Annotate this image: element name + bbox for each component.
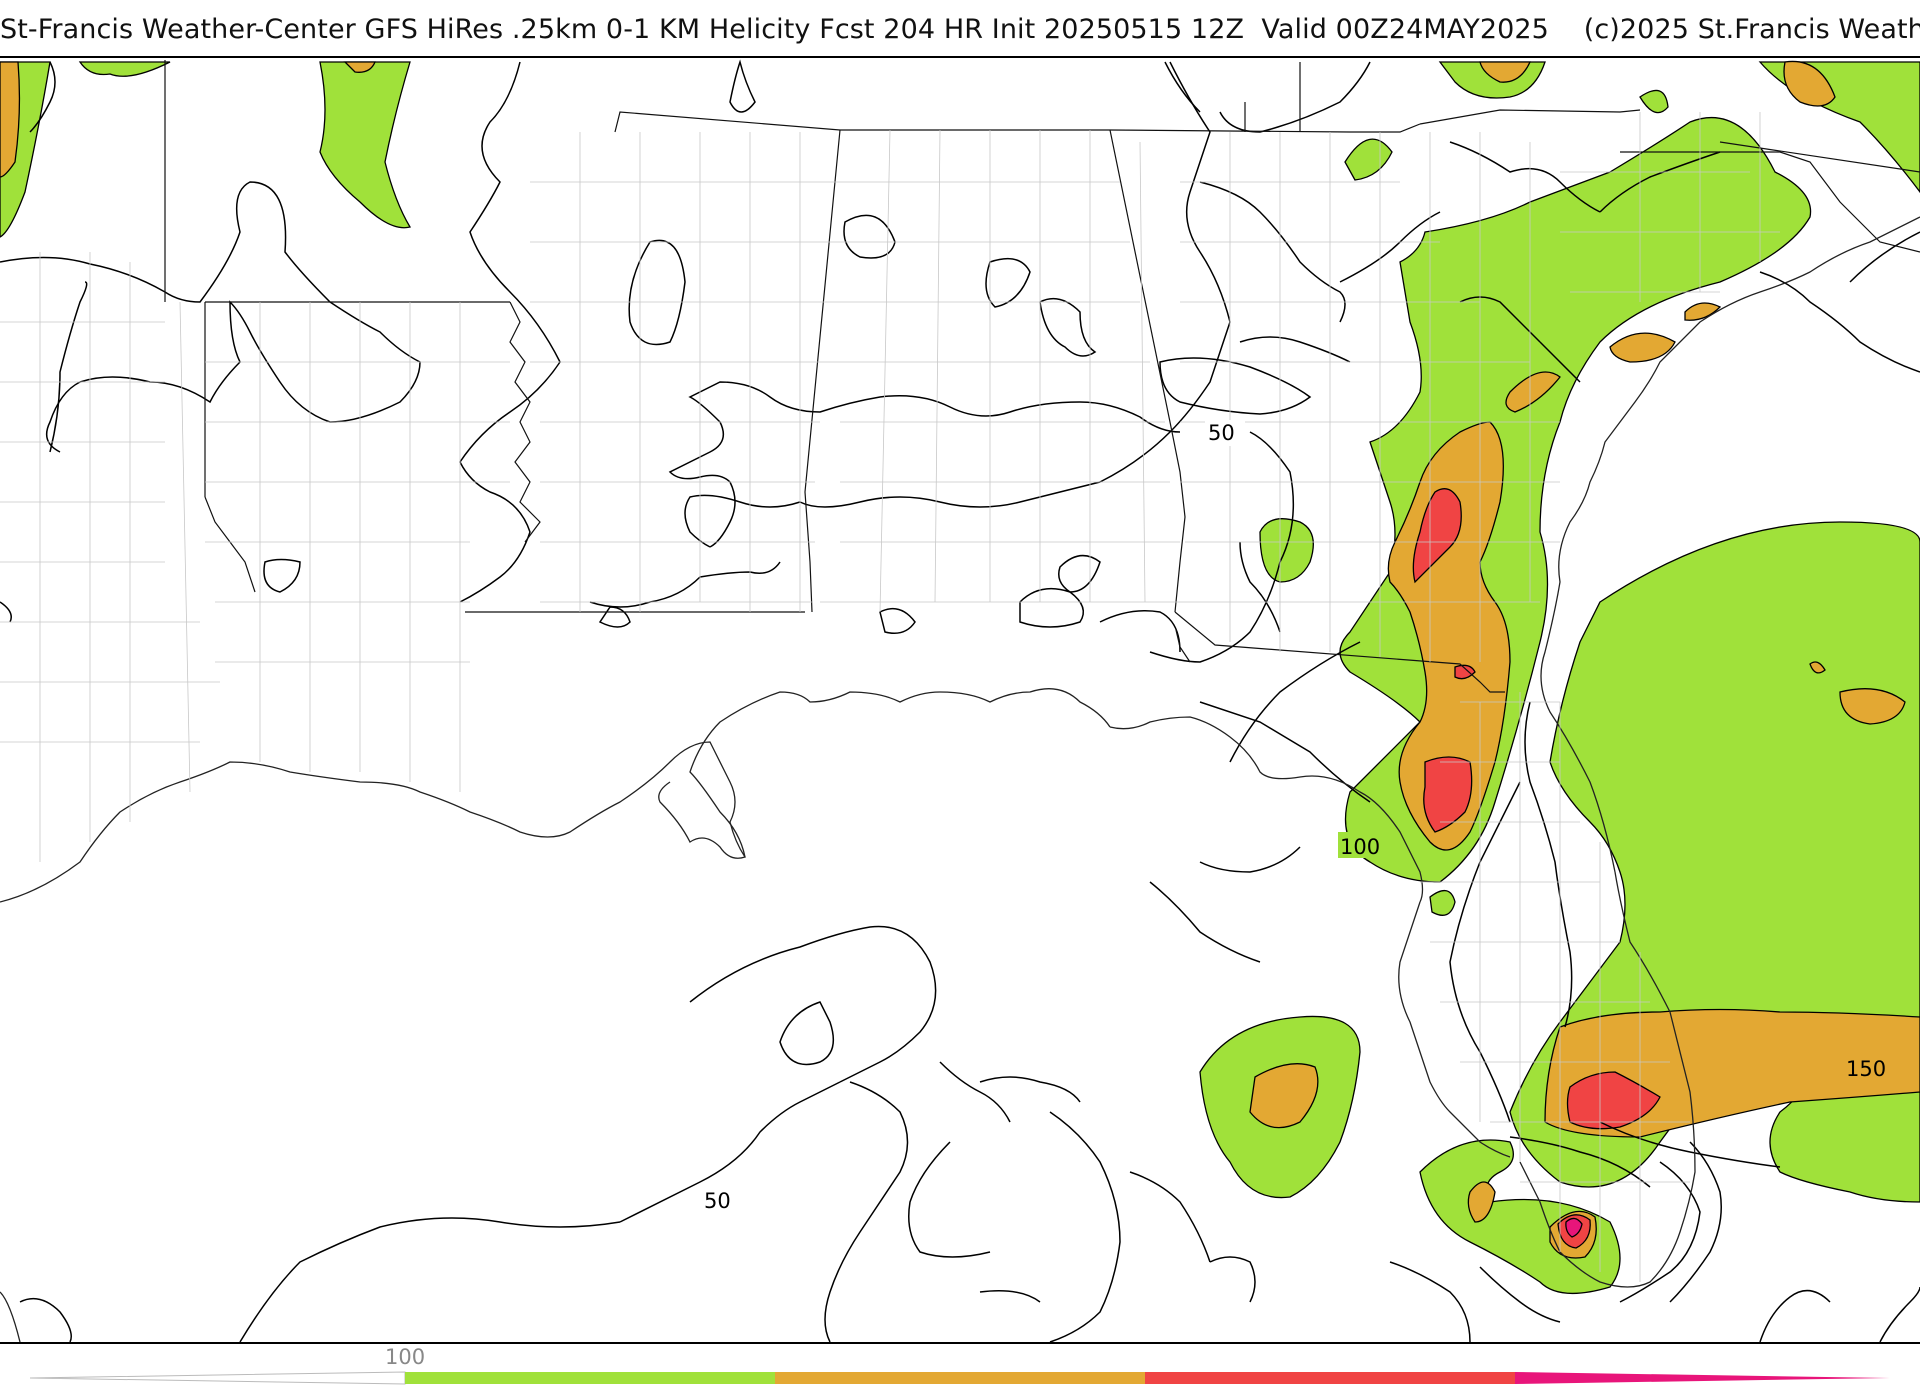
colorbar-green-segment	[405, 1372, 775, 1384]
helicity-fill-red	[1412, 488, 1661, 1249]
helicity-contours-50	[0, 59, 1920, 1342]
colorbar-magenta-segment	[1515, 1372, 1890, 1384]
state-boundaries	[164, 60, 1920, 693]
colorbar-red-segment	[1145, 1372, 1515, 1384]
map-title: St-Francis Weather-Center GFS HiRes .25k…	[0, 14, 1920, 45]
contour-label-150: 150	[1846, 1057, 1886, 1081]
coastline	[0, 216, 1920, 1342]
helicity-fill-orange	[0, 60, 1920, 1259]
colorbar: 100	[29, 1345, 1890, 1385]
helicity-map: 50 50 100 150	[0, 59, 1920, 1342]
map-panel: 50 50 100 150	[0, 56, 1920, 1344]
colorbar-orange-segment	[775, 1372, 1145, 1384]
contour-label-100: 100	[1340, 835, 1380, 859]
helicity-fill-magenta	[1565, 1217, 1583, 1238]
county-lines	[0, 112, 1780, 1282]
colorbar-white-segment	[29, 1371, 406, 1385]
contour-label-50-gulf: 50	[704, 1189, 731, 1213]
contour-label-50-north: 50	[1208, 421, 1235, 445]
colorbar-label-100: 100	[385, 1345, 425, 1369]
